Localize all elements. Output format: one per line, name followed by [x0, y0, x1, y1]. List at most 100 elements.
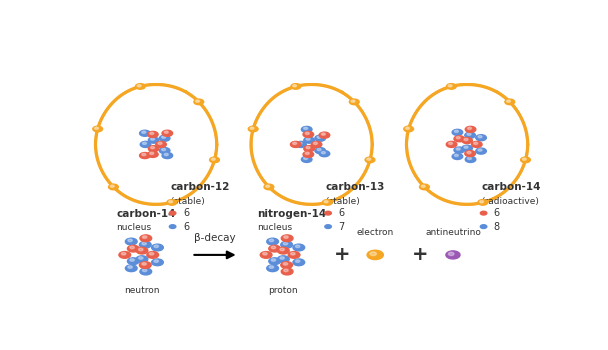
Circle shape: [295, 260, 300, 262]
Circle shape: [283, 242, 288, 245]
Circle shape: [365, 157, 375, 163]
Circle shape: [464, 138, 468, 141]
Circle shape: [476, 148, 486, 154]
Circle shape: [159, 135, 170, 141]
Circle shape: [454, 136, 465, 142]
Circle shape: [159, 148, 170, 154]
Circle shape: [465, 150, 475, 156]
Circle shape: [148, 137, 159, 143]
Circle shape: [303, 131, 314, 138]
Circle shape: [480, 225, 487, 229]
Circle shape: [248, 126, 258, 132]
Circle shape: [196, 100, 199, 102]
Circle shape: [303, 127, 308, 130]
Text: carbon-12: carbon-12: [170, 182, 230, 192]
Text: (radioactive): (radioactive): [482, 197, 539, 206]
Circle shape: [142, 131, 146, 133]
Circle shape: [269, 239, 274, 241]
Text: antineutrino: antineutrino: [425, 228, 481, 237]
Text: nitrogen-14: nitrogen-14: [257, 209, 326, 218]
Circle shape: [164, 131, 168, 133]
Circle shape: [282, 235, 293, 242]
Text: 6: 6: [183, 222, 189, 232]
Circle shape: [140, 235, 151, 242]
Circle shape: [162, 153, 173, 159]
Circle shape: [136, 247, 148, 254]
Circle shape: [404, 126, 413, 132]
Circle shape: [158, 142, 162, 145]
Circle shape: [139, 257, 143, 259]
Text: 8: 8: [494, 222, 500, 232]
Circle shape: [465, 156, 476, 162]
Circle shape: [210, 157, 219, 163]
Text: 7: 7: [339, 222, 345, 232]
Circle shape: [295, 245, 300, 247]
Circle shape: [478, 135, 482, 138]
Circle shape: [303, 157, 308, 160]
Circle shape: [125, 265, 137, 272]
Circle shape: [128, 266, 133, 268]
Circle shape: [142, 262, 147, 265]
Circle shape: [325, 225, 331, 229]
Text: nucleus: nucleus: [257, 223, 292, 232]
Circle shape: [319, 150, 330, 157]
Circle shape: [522, 158, 527, 160]
Circle shape: [128, 245, 139, 252]
Circle shape: [474, 142, 478, 145]
Circle shape: [370, 252, 376, 256]
Circle shape: [267, 265, 278, 272]
Text: proton: proton: [269, 286, 298, 295]
Circle shape: [139, 248, 143, 251]
Circle shape: [282, 268, 293, 275]
Circle shape: [302, 126, 312, 132]
Circle shape: [454, 154, 458, 156]
Circle shape: [250, 127, 254, 130]
Circle shape: [271, 259, 275, 261]
Circle shape: [170, 211, 176, 215]
Circle shape: [119, 252, 131, 258]
Circle shape: [303, 152, 314, 158]
Circle shape: [150, 252, 154, 255]
Circle shape: [122, 252, 126, 255]
Text: (stable): (stable): [170, 197, 205, 206]
Circle shape: [468, 127, 471, 130]
Circle shape: [93, 126, 103, 132]
Circle shape: [421, 185, 425, 187]
Circle shape: [260, 252, 272, 258]
Circle shape: [324, 201, 328, 203]
Circle shape: [462, 138, 472, 144]
Text: 6: 6: [339, 208, 345, 218]
Circle shape: [151, 259, 164, 266]
Text: neutron: neutron: [124, 286, 160, 295]
Circle shape: [322, 133, 325, 135]
Circle shape: [167, 199, 177, 205]
Circle shape: [142, 142, 147, 145]
Circle shape: [170, 225, 176, 229]
Circle shape: [128, 239, 133, 241]
Circle shape: [140, 130, 150, 136]
Circle shape: [271, 246, 275, 249]
Circle shape: [150, 152, 154, 154]
Circle shape: [142, 153, 146, 156]
Circle shape: [454, 147, 465, 153]
Circle shape: [139, 262, 151, 268]
Circle shape: [288, 252, 300, 258]
Circle shape: [162, 130, 173, 136]
Circle shape: [150, 132, 154, 134]
Circle shape: [139, 241, 151, 248]
Circle shape: [305, 152, 309, 154]
Circle shape: [291, 141, 301, 147]
Circle shape: [148, 146, 159, 152]
Text: +: +: [334, 245, 350, 264]
Circle shape: [269, 245, 280, 252]
Circle shape: [151, 138, 154, 140]
Text: 6: 6: [183, 208, 189, 218]
Circle shape: [446, 84, 456, 89]
Circle shape: [322, 152, 325, 154]
Circle shape: [505, 99, 514, 105]
Circle shape: [277, 256, 289, 262]
Circle shape: [315, 135, 325, 141]
Circle shape: [406, 127, 409, 130]
Circle shape: [151, 146, 154, 149]
Circle shape: [147, 252, 159, 258]
